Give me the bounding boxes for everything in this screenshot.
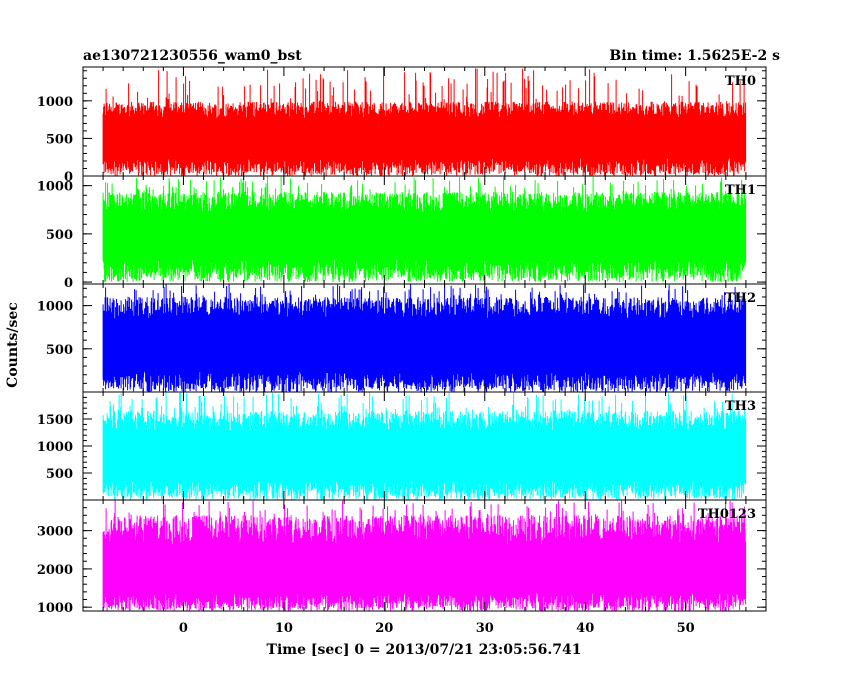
y-tick-label: 1000 — [37, 95, 73, 110]
y-tick-label: 500 — [46, 343, 73, 358]
x-tick-label: 20 — [375, 621, 393, 636]
panel-label-th3: TH3 — [725, 399, 756, 414]
x-tick-label: 0 — [179, 621, 188, 636]
panel-th3: 500 1000 1500 TH3 — [37, 391, 767, 501]
panel-th0: 0 500 1000 TH0 — [37, 66, 767, 185]
y-tick-label: 1000 — [37, 440, 73, 455]
y-tick-label: 1000 — [37, 180, 73, 195]
series-th0 — [102, 67, 747, 176]
x-tick-label: 40 — [576, 621, 594, 636]
x-tick-label: 50 — [677, 621, 695, 636]
y-tick-label: 1500 — [37, 413, 73, 428]
series-th0123 — [102, 500, 747, 611]
y-tick-label: 0 — [64, 276, 73, 291]
series-th2 — [102, 284, 747, 392]
panel-th0123: 1000 2000 3000 TH0123 — [37, 499, 767, 616]
y-tick-label: 0 — [64, 170, 73, 185]
panel-label-th2: TH2 — [725, 291, 756, 306]
x-tick-label: 10 — [275, 621, 293, 636]
x-axis-label: Time [sec] 0 = 2013/07/21 23:05:56.741 — [267, 642, 582, 658]
chart-title: ae130721230556_wam0_bst — [83, 48, 302, 64]
y-tick-label: 1000 — [37, 601, 73, 616]
panel-label-th1: TH1 — [725, 183, 756, 198]
y-tick-label: 500 — [46, 132, 73, 147]
y-tick-label: 3000 — [37, 525, 73, 540]
y-axis-label: Counts/sec — [5, 302, 21, 388]
y-tick-label: 1000 — [37, 300, 73, 315]
panel-label-th0123: TH0123 — [698, 507, 756, 522]
panel-th1: 0 500 1000 TH1 — [37, 175, 767, 291]
x-tick-label: 30 — [476, 621, 494, 636]
bin-time-label: Bin time: 1.5625E-2 s — [609, 48, 780, 64]
y-tick-label: 500 — [46, 228, 73, 243]
panel-th2: 500 1000 TH2 — [37, 283, 767, 393]
y-tick-label: 500 — [46, 467, 73, 482]
x-axis: 0 10 20 30 40 50 — [179, 621, 695, 636]
series-th3 — [102, 392, 747, 500]
series-th1 — [102, 176, 747, 282]
y-tick-label: 2000 — [37, 563, 73, 578]
panel-label-th0: TH0 — [725, 74, 756, 89]
